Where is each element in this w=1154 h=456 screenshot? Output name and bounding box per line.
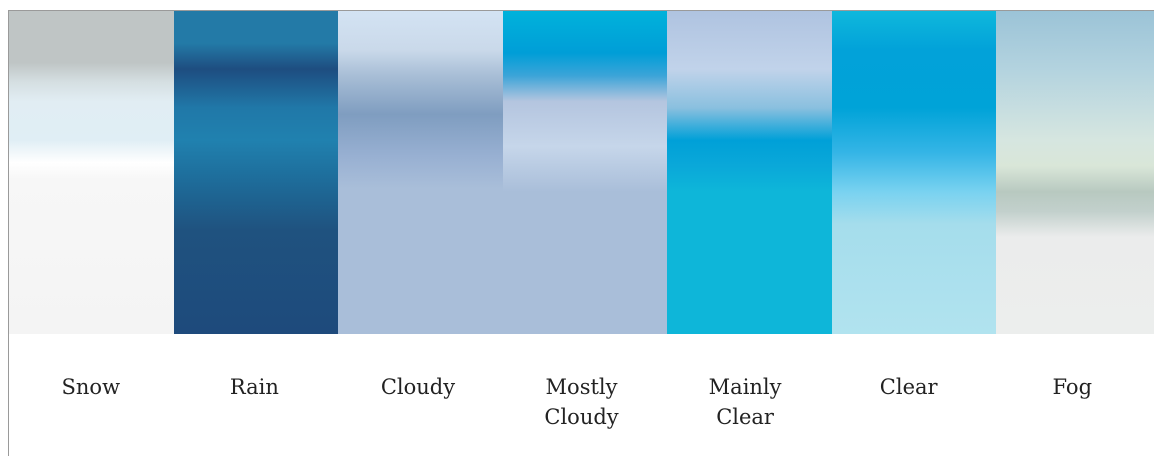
weather-label-row: Snow Rain Cloudy Mostly Cloudy Mainly Cl… [9, 372, 1154, 432]
label-rain: Rain [229, 375, 279, 399]
label-clear: Clear [879, 375, 938, 399]
weather-swatch-row [9, 11, 1154, 334]
swatch-clear [831, 11, 996, 334]
label-cloudy: Cloudy [380, 375, 456, 399]
swatch-mainly-clear [667, 11, 832, 334]
swatch-fog [996, 11, 1154, 334]
label-mainly-clear: Mainly Clear [708, 375, 782, 429]
swatch-snow [9, 11, 174, 334]
label-fog: Fog [1052, 375, 1093, 399]
swatch-cloudy [338, 11, 503, 334]
swatch-mostly-cloudy [502, 11, 667, 334]
label-mostly-cloudy: Mostly Cloudy [544, 375, 619, 429]
label-snow: Snow [61, 375, 121, 399]
swatch-rain [173, 11, 338, 334]
